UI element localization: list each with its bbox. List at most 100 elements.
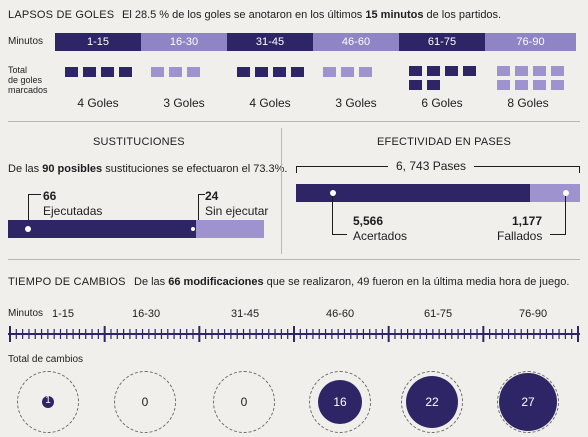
subs-unexecuted-dot xyxy=(189,226,196,232)
goal-square xyxy=(497,80,510,90)
goals-interval-1: 1-15 xyxy=(55,33,141,51)
subs-unexecuted-label: Sin ejecutar xyxy=(205,204,269,218)
goal-square xyxy=(533,80,546,90)
goal-square xyxy=(551,80,564,90)
goal-square xyxy=(358,67,372,77)
goal-square xyxy=(150,67,164,77)
change-circle-outline xyxy=(114,371,176,433)
goal-square xyxy=(533,66,546,76)
goal-square xyxy=(322,67,336,77)
goal-square xyxy=(426,80,440,90)
goal-square xyxy=(444,66,458,76)
passes-miss-value: 1,177 xyxy=(512,214,543,228)
subs-desc-pre: De las xyxy=(8,163,43,175)
goal-square xyxy=(497,66,510,76)
goal-square xyxy=(408,66,422,76)
passes-hit-label: Acertados xyxy=(353,229,408,243)
subs-unexecuted-value: 24 xyxy=(205,189,219,203)
change-circle-outline xyxy=(309,371,371,433)
changes-interval-3: 31-45 xyxy=(231,308,260,320)
goals-squares xyxy=(0,0,588,120)
changes-desc-pre: De las xyxy=(134,276,169,288)
changes-interval-6: 76-90 xyxy=(519,308,548,320)
subs-bar-executed xyxy=(8,220,196,238)
goals-count-5: 6 Goles xyxy=(421,96,463,110)
goals-count-3: 4 Goles xyxy=(249,96,291,110)
change-circle-value: 1 xyxy=(45,395,51,406)
goal-square xyxy=(118,67,132,77)
passes-bar-hit xyxy=(296,184,531,202)
subs-executed-leader xyxy=(28,194,41,229)
goals-total-label-line2: de goles xyxy=(8,75,43,85)
goals-count-4: 3 Goles xyxy=(335,96,377,110)
goals-total-label-line1: Total xyxy=(8,65,28,75)
passes-miss-dot xyxy=(563,190,569,196)
changes-total-label: Total de cambios xyxy=(8,354,84,365)
change-circle-outline xyxy=(17,371,79,433)
goals-interval-3: 31-45 xyxy=(227,33,313,51)
passes-miss-label: Fallados xyxy=(497,229,543,243)
change-circle-value: 16 xyxy=(333,395,347,409)
goals-interval-2: 16-30 xyxy=(141,33,227,51)
change-circle-fill xyxy=(405,375,459,429)
subs-executed-dot xyxy=(25,226,31,232)
passes-miss-leader xyxy=(550,196,566,235)
goal-square xyxy=(290,67,304,77)
goals-description: El 28.5 % de los goles se anotaron en lo… xyxy=(122,9,501,21)
changes-interval-2: 16-30 xyxy=(132,308,161,320)
goal-square xyxy=(515,80,528,90)
passes-hit-value: 5,566 xyxy=(353,214,384,228)
changes-interval-1: 1-15 xyxy=(52,308,75,320)
goals-desc-bold: 15 minutos xyxy=(365,9,424,21)
change-circle-value: 0 xyxy=(240,395,248,409)
goal-square xyxy=(340,67,354,77)
goals-minutes-label: Minutos xyxy=(8,36,44,47)
goals-interval-6: 76-90 xyxy=(485,33,576,51)
change-circle-outline xyxy=(401,371,463,433)
goal-square xyxy=(82,67,96,77)
change-circle-value: 22 xyxy=(425,395,439,409)
divider-vertical xyxy=(281,128,282,254)
goal-square xyxy=(515,66,528,76)
goal-square xyxy=(168,67,182,77)
goal-square xyxy=(254,67,268,77)
divider-top xyxy=(8,121,580,122)
subs-description: De las 90 posibles sustituciones se efec… xyxy=(8,163,287,175)
goal-square xyxy=(551,66,564,76)
goals-desc-post: de los partidos. xyxy=(423,9,502,21)
goal-square xyxy=(462,66,476,76)
goals-count-2: 3 Goles xyxy=(163,96,205,110)
subs-executed-value: 66 xyxy=(43,189,57,203)
subs-unexecuted-leader xyxy=(198,194,205,229)
passes-hit-leader xyxy=(332,196,347,235)
divider-bottom xyxy=(8,259,580,260)
goal-square xyxy=(236,67,250,77)
goal-square xyxy=(272,67,286,77)
change-circle-value: 27 xyxy=(521,395,535,409)
change-circle-fill xyxy=(42,396,54,408)
changes-desc-bold: 66 modificaciones xyxy=(168,276,264,288)
change-circle-fill xyxy=(499,373,557,431)
goal-square xyxy=(100,67,114,77)
changes-timeline xyxy=(8,325,580,343)
changes-minutes-label: Minutos xyxy=(8,308,44,319)
changes-desc-post: que se realizaron, 49 fueron en la últim… xyxy=(263,276,570,288)
changes-interval-4: 46-60 xyxy=(326,308,355,320)
goals-count-1: 4 Goles xyxy=(77,96,119,110)
goal-square xyxy=(64,67,78,77)
goals-count-6: 8 Goles xyxy=(507,96,549,110)
passes-heading: EFECTIVIDAD EN PASES xyxy=(377,136,511,148)
goals-desc-pre: El 28.5 % de los goles se anotaron en lo… xyxy=(122,9,366,21)
timeline-ruler xyxy=(8,326,580,342)
changes-description: De las 66 modificaciones que se realizar… xyxy=(134,276,569,288)
changes-heading: TIEMPO DE CAMBIOS xyxy=(8,276,126,288)
goal-square xyxy=(186,67,200,77)
goals-interval-5: 61-75 xyxy=(399,33,485,51)
passes-total: 6, 743 Pases xyxy=(388,159,475,173)
subs-executed-label: Ejecutadas xyxy=(43,204,103,218)
goals-total-label: Total de goles marcados xyxy=(8,65,48,95)
goal-square xyxy=(426,66,440,76)
changes-interval-5: 61-75 xyxy=(424,308,453,320)
change-circle-fill xyxy=(317,379,363,425)
